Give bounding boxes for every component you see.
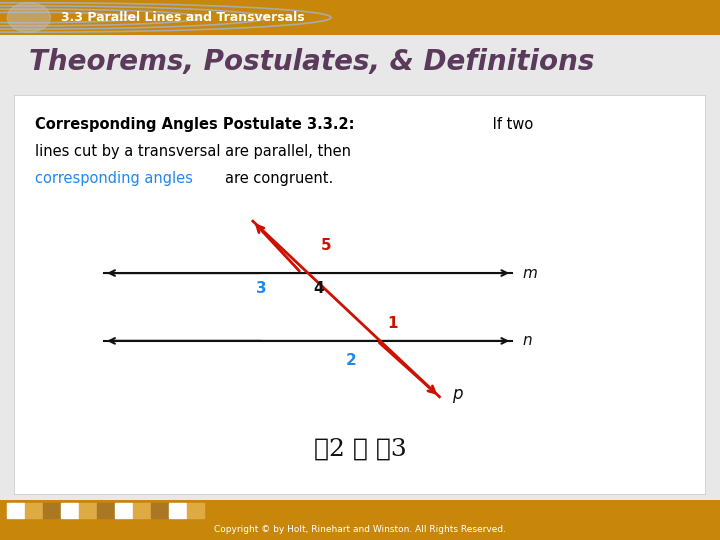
FancyBboxPatch shape (14, 96, 706, 495)
Text: corresponding angles: corresponding angles (35, 171, 193, 186)
Bar (133, 503, 150, 518)
Bar (169, 503, 186, 518)
Text: 5: 5 (320, 238, 331, 253)
Text: 4: 4 (314, 281, 324, 296)
Bar (79, 503, 96, 518)
Text: ∶2 ≅ ∶3: ∶2 ≅ ∶3 (314, 437, 406, 460)
Text: are congruent.: are congruent. (225, 171, 333, 186)
Bar (43, 503, 60, 518)
Text: Corresponding Angles Postulate 3.3.2:: Corresponding Angles Postulate 3.3.2: (35, 117, 355, 132)
Text: Theorems, Postulates, & Definitions: Theorems, Postulates, & Definitions (29, 49, 594, 77)
Text: 3: 3 (256, 281, 267, 296)
Bar (97, 503, 114, 518)
Bar (187, 503, 204, 518)
Text: n: n (523, 333, 532, 348)
Text: 1: 1 (387, 316, 398, 331)
Bar (61, 503, 78, 518)
Text: lines cut by a transversal are parallel, then: lines cut by a transversal are parallel,… (35, 144, 351, 159)
Bar (151, 503, 168, 518)
Text: 2: 2 (346, 353, 357, 368)
Text: p: p (452, 385, 462, 403)
Bar (115, 503, 132, 518)
Text: m: m (523, 266, 537, 281)
Bar (25, 503, 42, 518)
Bar (7, 503, 24, 518)
Ellipse shape (7, 3, 50, 32)
Text: Copyright © by Holt, Rinehart and Winston. All Rights Reserved.: Copyright © by Holt, Rinehart and Winsto… (214, 525, 506, 535)
Text: 3.3 Parallel Lines and Transversals: 3.3 Parallel Lines and Transversals (61, 11, 305, 24)
Text: If two: If two (488, 117, 533, 132)
